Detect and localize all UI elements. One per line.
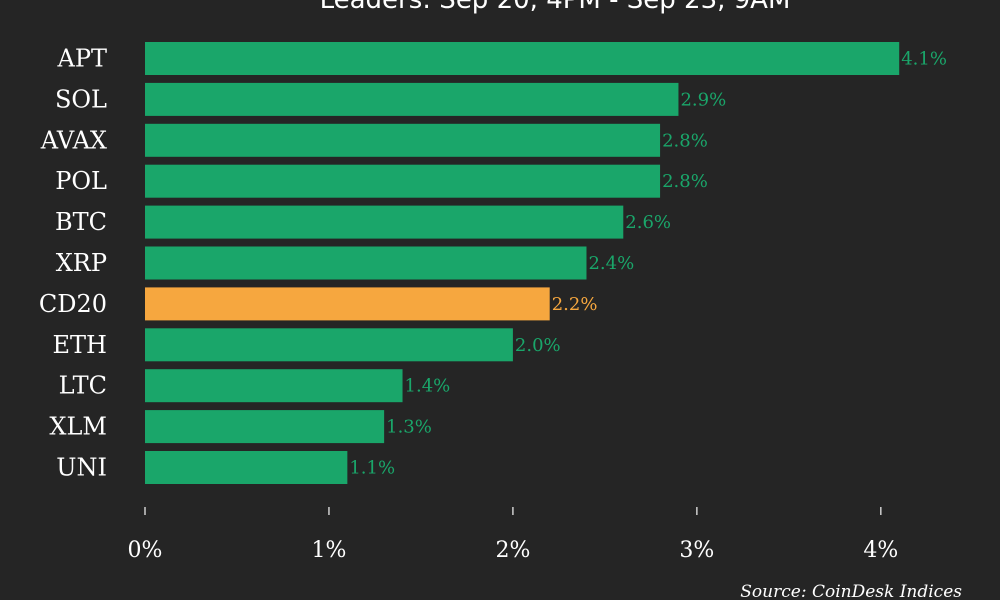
bar-uni	[145, 451, 348, 484]
bar-sol	[145, 82, 679, 116]
value-label-btc: 2.6%	[625, 212, 671, 233]
category-labels: APT SOL AVAX POL BTC XRP CD20 ETH LTC XLM UNI	[39, 45, 107, 482]
bar-xlm	[145, 410, 385, 444]
category-label-uni: UNI	[56, 454, 107, 482]
x-tick-label: 2%	[495, 538, 530, 563]
value-label-cd20: 2.2%	[552, 294, 598, 315]
value-label-avax: 2.8%	[662, 130, 708, 151]
category-label-xlm: XLM	[49, 413, 107, 441]
value-label-pol: 2.8%	[662, 171, 708, 192]
source-note: Source: CoinDesk Indices	[740, 582, 962, 600]
bar-apt	[145, 42, 900, 75]
bar-eth	[145, 328, 513, 362]
category-label-sol: SOL	[55, 85, 107, 113]
bar-cd20	[145, 287, 550, 321]
category-label-xrp: XRP	[56, 249, 107, 277]
value-label-apt: 4.1%	[901, 49, 947, 70]
x-tick-label: 1%	[312, 538, 347, 563]
category-label-apt: APT	[57, 45, 108, 73]
category-label-ltc: LTC	[59, 372, 107, 400]
value-label-xlm: 1.3%	[386, 417, 432, 438]
value-label-xrp: 2.4%	[588, 253, 634, 274]
value-label-eth: 2.0%	[515, 335, 561, 356]
bar-btc	[145, 205, 624, 239]
x-axis: 0% 1% 2% 3% 4%	[128, 507, 898, 563]
bars-layer	[145, 42, 900, 484]
x-tick-label: 4%	[863, 538, 898, 563]
bar-avax	[145, 123, 661, 157]
value-label-ltc: 1.4%	[405, 376, 451, 397]
bar-pol	[145, 164, 661, 198]
bar-xrp	[145, 246, 587, 280]
bar-ltc	[145, 369, 403, 403]
value-labels: 4.1% 2.9% 2.8% 2.8% 2.6% 2.4% 2.2% 2.0% 1.4% 1.3%…	[349, 49, 947, 479]
value-label-uni: 1.1%	[349, 458, 395, 479]
category-label-eth: ETH	[53, 331, 107, 359]
category-label-cd20: CD20	[39, 290, 107, 318]
chart-title: Leaders: Sep 20, 4PM - Sep 23, 9AM	[320, 0, 791, 15]
category-label-avax: AVAX	[40, 126, 107, 154]
category-label-btc: BTC	[55, 208, 107, 236]
x-tick-label: 0%	[128, 538, 163, 563]
x-tick-label: 3%	[679, 538, 714, 563]
category-label-pol: POL	[55, 167, 107, 195]
value-label-sol: 2.9%	[680, 89, 726, 110]
